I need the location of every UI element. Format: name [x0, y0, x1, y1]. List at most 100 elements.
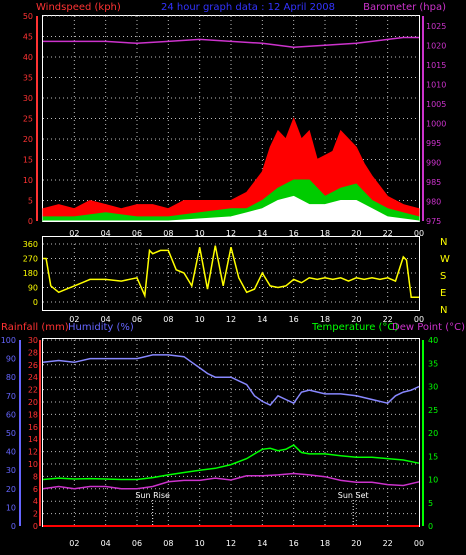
compass-s: S: [440, 271, 446, 282]
rain-tick-24: 24: [28, 373, 38, 382]
time-axis-labels: 02 02 02 04 04 04 06 06 06 08 08 08 10 10 10 12 12 12 14 14…: [69, 229, 424, 548]
baro-tick-1000: 1000: [426, 119, 446, 128]
dewpoint-axis-label: Dew Point (°C): [392, 322, 465, 333]
temp-tick-40: 40: [428, 336, 438, 345]
wind-area-series-0: [42, 117, 420, 222]
wind-tick-20: 20: [23, 135, 33, 144]
time-tick-mid-20: 20: [351, 315, 361, 324]
temp-tick-10: 10: [428, 476, 438, 485]
rain-tick-14: 14: [28, 435, 38, 444]
baro-tick-980: 980: [426, 197, 441, 206]
baro-tick-1020: 1020: [426, 41, 446, 50]
direction-axis-ticks: 0 90 180 270 360: [23, 240, 38, 307]
sun-label-1: Sun Set: [338, 491, 369, 500]
time-tick-bot-08: 08: [163, 539, 173, 548]
wind-tick-0: 0: [28, 217, 33, 226]
baro-tick-1010: 1010: [426, 80, 446, 89]
direction-panel-frame: [42, 236, 420, 311]
time-tick-bot-22: 22: [383, 539, 393, 548]
rain-tick-30: 30: [28, 336, 38, 345]
rain-tick-22: 22: [28, 386, 38, 395]
rain-tick-2: 2: [33, 510, 38, 519]
rain-tick-8: 8: [33, 472, 38, 481]
baro-tick-1025: 1025: [426, 22, 446, 31]
rain-tick-12: 12: [28, 448, 38, 457]
time-tick-top-20: 20: [351, 229, 361, 238]
wind-axis-ticks: 0510152025303540455097598098599099510001…: [23, 12, 447, 226]
rainfall-axis-label: Rainfall (mm): [1, 322, 69, 333]
wind-area-series-2: [43, 195, 420, 222]
rain-tick-6: 6: [33, 485, 38, 494]
baro-tick-995: 995: [426, 139, 441, 148]
rain-tick-4: 4: [33, 497, 38, 506]
time-tick-top-00: 00: [414, 229, 424, 238]
rain-tick-0: 0: [33, 522, 38, 531]
time-tick-mid-06: 06: [132, 315, 142, 324]
climate-annotations: Sun Rise Sun Set: [135, 491, 369, 526]
wind-series: [42, 36, 420, 222]
climate-series: [42, 354, 420, 527]
compass-n-bottom: N: [440, 305, 447, 316]
temperature-axis-label: Temperature (°C): [311, 322, 398, 333]
time-tick-top-08: 08: [163, 229, 173, 238]
time-tick-bot-20: 20: [351, 539, 361, 548]
wind-tick-40: 40: [23, 53, 33, 62]
chart-title: 24 hour graph data : 12 April 2008: [161, 2, 335, 13]
wind-tick-35: 35: [23, 74, 33, 83]
compass-w: W: [440, 254, 450, 265]
rain-tick-10: 10: [28, 460, 38, 469]
time-tick-mid-00: 00: [414, 315, 424, 324]
humidity-tick-20: 20: [6, 485, 16, 494]
time-tick-top-18: 18: [320, 229, 330, 238]
direction-line: [43, 245, 419, 299]
temp-tick-0: 0: [428, 522, 433, 531]
baro-tick-975: 975: [426, 217, 441, 226]
humidity-tick-10: 10: [6, 503, 16, 512]
time-tick-top-16: 16: [289, 229, 299, 238]
time-tick-bot-14: 14: [257, 539, 267, 548]
wind-tick-30: 30: [23, 94, 33, 103]
wind-tick-15: 15: [23, 156, 33, 165]
time-tick-top-04: 04: [101, 229, 111, 238]
humidity-tick-90: 90: [6, 355, 16, 364]
temp-tick-5: 5: [428, 499, 433, 508]
compass-e: E: [440, 288, 446, 299]
temp-tick-20: 20: [428, 429, 438, 438]
time-tick-bot-00: 00: [414, 539, 424, 548]
rain-tick-20: 20: [28, 398, 38, 407]
time-tick-mid-02: 02: [69, 315, 79, 324]
windspeed-axis-label: Windspeed (kph): [36, 2, 121, 13]
temperature-line: [42, 444, 420, 481]
humidity-tick-40: 40: [6, 448, 16, 457]
time-tick-bot-18: 18: [320, 539, 330, 548]
dir-tick-0: 0: [33, 298, 38, 307]
time-tick-bot-06: 06: [132, 539, 142, 548]
time-tick-top-12: 12: [226, 229, 236, 238]
humidity-tick-100: 100: [1, 336, 16, 345]
wind-tick-45: 45: [23, 33, 33, 42]
time-tick-bot-12: 12: [226, 539, 236, 548]
humidity-tick-80: 80: [6, 373, 16, 382]
direction-gridlines: [43, 243, 419, 303]
time-tick-top-10: 10: [195, 229, 205, 238]
dewpoint-line: [42, 472, 420, 490]
temp-tick-35: 35: [428, 359, 438, 368]
time-tick-mid-14: 14: [257, 315, 267, 324]
time-tick-bot-10: 10: [195, 539, 205, 548]
time-tick-top-06: 06: [132, 229, 142, 238]
climate-axis-ticks: 0102030405060708090100024681012141618202…: [1, 336, 438, 531]
humidity-tick-60: 60: [6, 410, 16, 419]
temp-tick-15: 15: [428, 452, 438, 461]
dir-tick-90: 90: [28, 284, 38, 293]
humidity-axis-label: Humidity (%): [68, 322, 134, 333]
time-tick-mid-16: 16: [289, 315, 299, 324]
time-tick-mid-22: 22: [383, 315, 393, 324]
time-tick-bot-16: 16: [289, 539, 299, 548]
humidity-tick-70: 70: [6, 392, 16, 401]
barometer-line: [43, 36, 419, 48]
humidity-tick-0: 0: [11, 522, 16, 531]
baro-tick-990: 990: [426, 158, 441, 167]
time-tick-mid-10: 10: [195, 315, 205, 324]
time-tick-bot-02: 02: [69, 539, 79, 548]
